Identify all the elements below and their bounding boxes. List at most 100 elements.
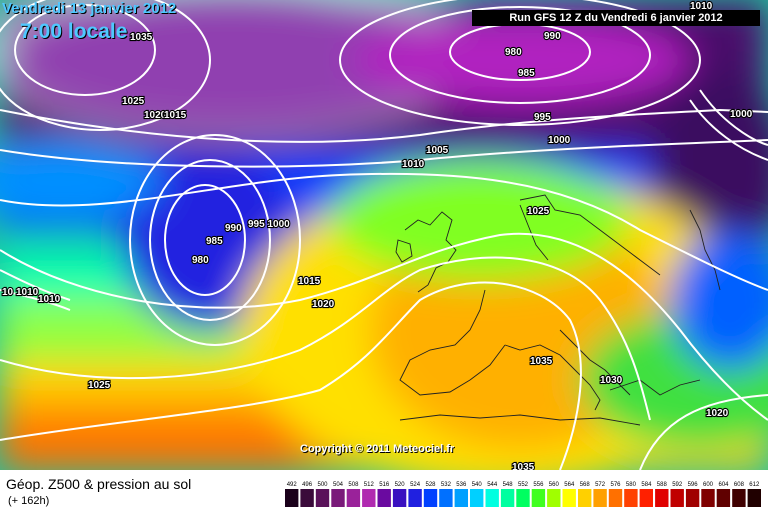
legend-label: 528 (425, 482, 436, 488)
color-legend: 492 496 500 504 508 512 516 520 524 528 532 536 540 5… (285, 482, 761, 507)
isobar-label: 985 (206, 236, 223, 247)
legend-label: 572 (595, 482, 606, 488)
isobar-label: 1020 (312, 299, 335, 310)
isobar-label: 1005 (426, 145, 449, 156)
legend-swatch (531, 489, 546, 507)
legend-label: 532 (441, 482, 452, 488)
legend-swatch (608, 489, 623, 507)
copyright: Copyright © 2011 Meteociel.fr (300, 443, 455, 455)
isobar-label: 1035 (130, 32, 153, 43)
isobar-lines (0, 0, 768, 470)
legend-swatch (716, 489, 731, 507)
isobar-label: 1020 (144, 110, 167, 121)
isobar-label: 1035 (530, 356, 553, 367)
isobar-label: 1025 (122, 96, 145, 107)
legend-label: 588 (657, 482, 668, 488)
legend-swatch (331, 489, 345, 507)
legend-swatch (732, 489, 746, 507)
isobar-label: 1025 (527, 206, 550, 217)
legend-label: 516 (379, 482, 390, 488)
isobar-label: 980 (505, 47, 522, 58)
legend-swatch (362, 489, 376, 507)
isobar-label: 995 (534, 112, 551, 123)
legend-label: 584 (641, 482, 652, 488)
isobar-label: 10 (2, 287, 14, 298)
legend-label: 536 (456, 482, 467, 488)
legend-label: 548 (503, 482, 514, 488)
legend-label: 596 (688, 482, 699, 488)
legend-swatch (701, 489, 715, 507)
legend-swatch (392, 489, 407, 507)
isobar-label: 1035 (512, 462, 535, 470)
legend-label: 604 (718, 482, 729, 488)
map-canvas: 1035 1025 1020 1015 990 980 985 995 1000… (0, 0, 768, 470)
legend-label: 500 (317, 482, 328, 488)
legend-label: 568 (580, 482, 591, 488)
legend-label: 520 (395, 482, 406, 488)
isobar-labels: 1035 1025 1020 1015 990 980 985 995 1000… (1, 0, 754, 470)
legend-swatch (500, 489, 515, 507)
legend-swatch (578, 489, 592, 507)
legend-swatch (516, 489, 530, 507)
isobar-label: 1010 (16, 287, 39, 298)
isobar-label: 990 (544, 31, 561, 42)
legend-swatch (547, 489, 561, 507)
legend-label: 564 (564, 482, 575, 488)
geopotential-field (0, 0, 768, 470)
legend-label: 508 (348, 482, 359, 488)
legend-label: 496 (302, 482, 313, 488)
legend-swatch (423, 489, 438, 507)
legend-label: 556 (533, 482, 544, 488)
isobar-label: 1025 (88, 380, 111, 391)
legend-swatch (346, 489, 361, 507)
legend-swatch (747, 489, 761, 507)
legend-label: 560 (549, 482, 560, 488)
legend-label: 524 (410, 482, 421, 488)
forecast-time: 7:00 locale (20, 20, 128, 43)
legend-label: 612 (749, 482, 760, 488)
legend-swatch (639, 489, 653, 507)
legend-label: 544 (487, 482, 498, 488)
legend-label: 608 (734, 482, 745, 488)
isobar-label: 1010 (38, 294, 61, 305)
legend-label: 512 (364, 482, 375, 488)
legend-swatch (300, 489, 314, 507)
legend-label: 540 (472, 482, 483, 488)
isobar-label: 980 (192, 255, 209, 266)
weather-map: 1035 1025 1020 1015 990 980 985 995 1000… (0, 0, 768, 470)
lead-time: (+ 162h) (8, 495, 50, 507)
isobar-label: 1010 (690, 1, 713, 12)
legend-swatch (315, 489, 330, 507)
legend-swatch (624, 489, 638, 507)
isobar-label: 1020 (706, 408, 729, 419)
legend-swatch (454, 489, 468, 507)
legend-swatch (670, 489, 684, 507)
isobar-label: 985 (518, 68, 535, 79)
legend-swatch (562, 489, 576, 507)
legend-swatch (470, 489, 484, 507)
isobar-label: 1030 (600, 375, 623, 386)
legend-swatch (285, 489, 299, 507)
legend-swatch (377, 489, 391, 507)
legend-label: 576 (610, 482, 621, 488)
legend-label: 592 (672, 482, 683, 488)
isobar-label: 995 1000 (248, 219, 290, 230)
legend-swatch (408, 489, 422, 507)
isobar-label: 1000 (730, 109, 753, 120)
isobar-label: 1010 (402, 159, 425, 170)
isobar-label: 1000 (548, 135, 571, 146)
legend-swatch (655, 489, 669, 507)
legend-label: 492 (287, 482, 298, 488)
isobar-label: 1015 (164, 110, 187, 121)
legend-label: 552 (518, 482, 529, 488)
legend-swatch (439, 489, 453, 507)
legend-label: 600 (703, 482, 714, 488)
legend-label: 504 (333, 482, 344, 488)
isobar-label: 1015 (298, 276, 321, 287)
run-info: Run GFS 12 Z du Vendredi 6 janvier 2012 (472, 10, 760, 26)
forecast-date: Vendredi 13 janvier 2012 (2, 0, 177, 17)
legend-swatch (593, 489, 607, 507)
legend-swatch (685, 489, 700, 507)
coastlines (395, 194, 721, 426)
map-title: Géop. Z500 & pression au sol (6, 476, 192, 492)
